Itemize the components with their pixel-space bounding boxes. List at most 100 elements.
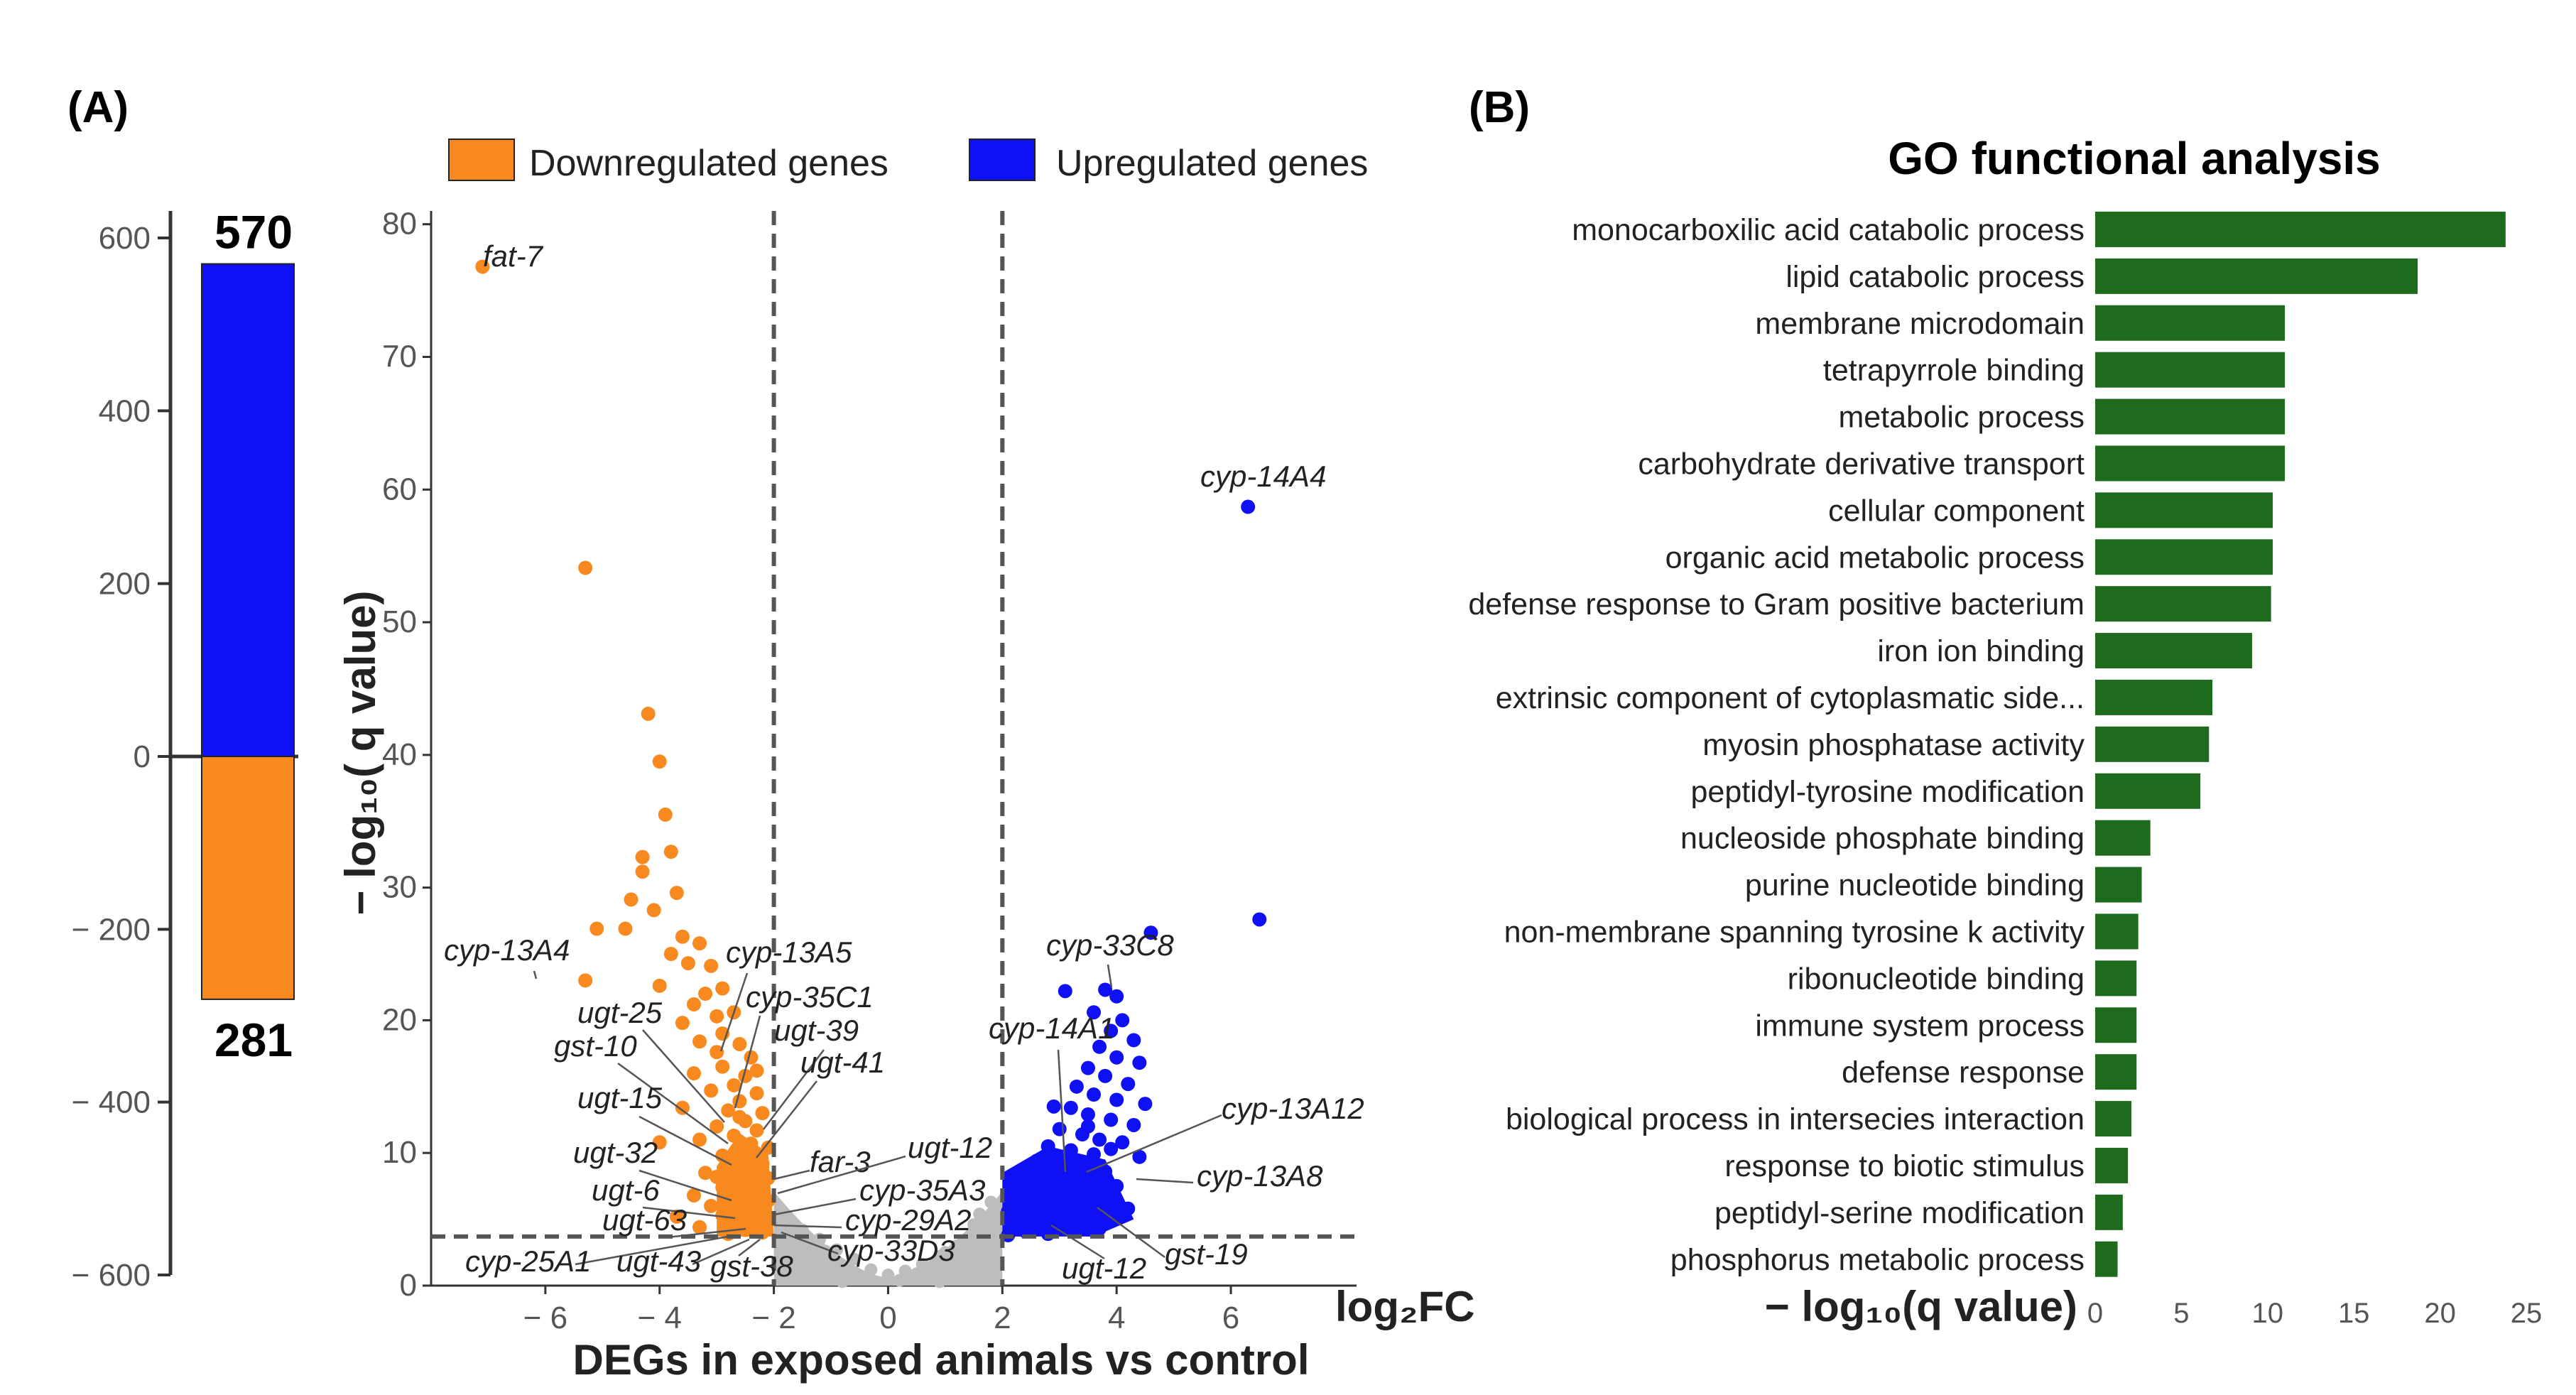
go-bar <box>2095 211 2506 247</box>
go-bar <box>2095 539 2273 575</box>
go-title: GO functional analysis <box>1888 133 2381 184</box>
upregulated-point <box>1109 1050 1124 1065</box>
downregulated-point <box>732 1144 747 1159</box>
go-bar <box>2095 960 2137 997</box>
upregulated-point <box>1058 1187 1072 1202</box>
gene-annotation-leader <box>667 1227 746 1239</box>
go-x-tick-label: 25 <box>2511 1298 2543 1329</box>
summary-y-tick-label: 400 <box>99 393 151 428</box>
go-x-tick-label: 15 <box>2338 1298 2370 1329</box>
upregulated-point <box>1035 1184 1050 1199</box>
upregulated-point <box>1087 1005 1102 1020</box>
volcano-x-tick-label: 0 <box>879 1301 896 1335</box>
upregulated-point <box>1080 1107 1095 1122</box>
go-bar <box>2095 773 2201 809</box>
upregulated-point <box>1241 499 1256 514</box>
nonsig-point <box>910 1267 923 1281</box>
upregulated-point <box>1109 1092 1124 1107</box>
volcano-y-tick-label: 80 <box>382 207 417 241</box>
upregulated-point <box>1126 1033 1141 1048</box>
nonsig-point <box>842 1266 855 1279</box>
downregulated-point <box>692 1034 707 1049</box>
downregulated-point <box>761 1171 776 1185</box>
upregulated-point <box>1252 912 1267 927</box>
downregulated-point <box>692 1132 707 1147</box>
downregulated-point <box>727 1128 741 1143</box>
upregulated-point <box>1046 1099 1061 1114</box>
upregulated-point <box>1040 1227 1055 1242</box>
downregulated-point <box>710 1119 724 1134</box>
go-category-label: membrane microdomain <box>1755 307 2085 341</box>
upregulated-point <box>1040 1171 1055 1185</box>
upregulated-point <box>1098 982 1113 997</box>
upregulated-point <box>1132 1149 1147 1164</box>
volcano-x-ticks: − 6 − 4 − 2 0 2 4 6 <box>523 1286 1239 1335</box>
volcano-x-tick-label: 2 <box>994 1301 1011 1335</box>
gene-annotation-label: fat-7 <box>483 239 544 273</box>
downregulated-point <box>646 903 661 918</box>
downregulated-point <box>578 973 593 988</box>
nonsig-point <box>990 1255 1004 1269</box>
gene-annotation-label: cyp-35A3 <box>859 1173 985 1207</box>
go-x-ticks: 0 5 10 15 20 25 <box>2087 1298 2542 1329</box>
go-category-label: peptidyl-tyrosine modification <box>1691 775 2085 809</box>
downregulated-point <box>715 981 730 996</box>
go-category-label: purine nucleotide binding <box>1745 869 2085 903</box>
nonsig-point <box>893 1274 906 1287</box>
downregulated-point <box>727 1078 741 1092</box>
upregulated-point <box>1029 1195 1044 1210</box>
downregulated-point <box>755 1106 770 1121</box>
downregulated-point <box>761 1215 776 1230</box>
upregulated-point <box>1063 1100 1078 1115</box>
gene-annotation-leader <box>533 970 538 979</box>
summary-y-tick-label: 200 <box>99 567 151 602</box>
gene-annotation-label: ugt-15 <box>577 1081 663 1114</box>
downregulated-point <box>732 1037 747 1052</box>
upregulated-point <box>1092 1132 1107 1147</box>
downregulated-point <box>635 850 650 864</box>
gene-annotation-leader <box>773 1224 842 1229</box>
nonsig-point <box>950 1239 963 1252</box>
go-category-label: ribonucleotide binding <box>1788 962 2085 996</box>
volcano-x-label: log₂FC <box>1335 1283 1475 1330</box>
volcano-x-tick-label: 4 <box>1108 1301 1125 1335</box>
go-bar <box>2095 679 2213 715</box>
downregulated-point <box>749 1063 764 1078</box>
summary-y-tick-label: − 400 <box>72 1085 151 1120</box>
summary-y-tick-label: − 200 <box>72 912 151 947</box>
upregulated-point <box>1075 1200 1089 1215</box>
upregulated-point <box>1087 1087 1102 1102</box>
volcano-y-tick-label: 70 <box>382 339 417 374</box>
nonsig-point <box>956 1269 969 1283</box>
upregulated-point <box>1109 1178 1124 1193</box>
nonsig-point <box>927 1260 940 1274</box>
downregulated-point <box>732 1204 747 1219</box>
downregulated-point <box>727 1216 741 1231</box>
gene-annotation-leader <box>777 1155 906 1195</box>
summary-bar-chart: 600 400 200 0 − 200 − 400 − 600 570 281 <box>72 206 298 1293</box>
count-upregulated: 570 <box>214 206 293 259</box>
downregulated-point <box>658 807 673 822</box>
upregulated-point <box>1098 1164 1113 1179</box>
gene-annotation-leader <box>773 1169 810 1180</box>
downregulated-point <box>749 1123 764 1138</box>
gene-annotation-label: ugt-12 <box>1062 1252 1146 1285</box>
downregulated-point <box>652 1135 667 1150</box>
nonsig-point <box>967 1218 981 1232</box>
gene-annotation-leader <box>719 972 749 1052</box>
gene-annotation-label: cyp-14A1 <box>989 1011 1114 1045</box>
volcano-y-tick-label: 50 <box>382 604 417 639</box>
downregulated-point <box>652 754 667 769</box>
gene-annotation-label: cyp-29A2 <box>845 1203 971 1237</box>
downregulated-point <box>761 1140 776 1155</box>
downregulated-point <box>675 929 690 944</box>
upregulated-point <box>1143 926 1158 940</box>
nonsig-point <box>830 1243 844 1256</box>
downregulated-point <box>652 978 667 993</box>
upregulated-point <box>1012 1181 1027 1196</box>
downregulated-point <box>721 1227 736 1242</box>
nonsig-point <box>933 1275 946 1288</box>
go-x-tick-label: 0 <box>2087 1298 2103 1329</box>
